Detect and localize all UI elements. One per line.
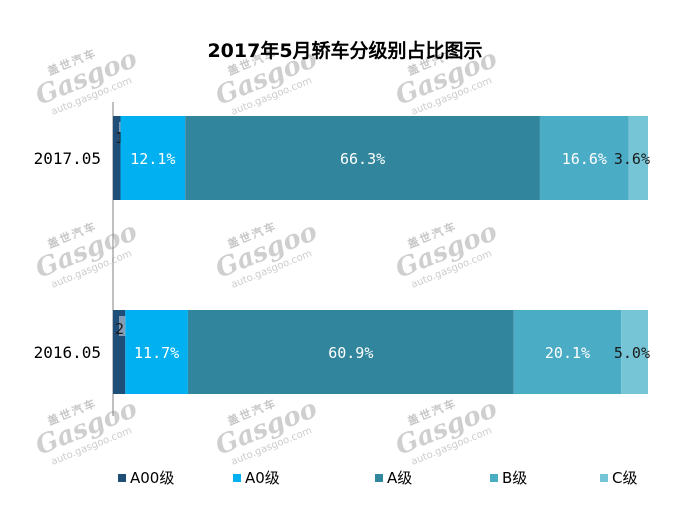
category-label: 2016.05 — [34, 343, 101, 362]
bar-segment-a0 — [120, 116, 186, 200]
bar-segment-a0 — [125, 310, 188, 394]
category-label: 2017.05 — [34, 149, 101, 168]
data-label: 12.1% — [130, 150, 175, 168]
legend: A00级 A0级 A级 B级 C级 — [118, 469, 637, 487]
legend-label: A00级 — [130, 469, 174, 487]
data-label: 60.9% — [328, 344, 373, 362]
legend-swatch — [490, 474, 498, 482]
legend-swatch — [375, 474, 383, 482]
data-label: 20.1% — [545, 344, 590, 362]
legend-label: A0级 — [245, 469, 280, 487]
chart-title: 2017年5月轿车分级别占比图示 — [207, 39, 482, 62]
legend-swatch — [233, 474, 241, 482]
legend-swatch — [118, 474, 126, 482]
legend-swatch — [600, 474, 608, 482]
legend-label: A级 — [387, 469, 412, 487]
legend-item-a: A级 — [375, 469, 412, 487]
legend-label: C级 — [612, 469, 637, 487]
bar-segment-c — [621, 310, 648, 394]
bar-segment-b — [539, 116, 629, 200]
bar-segment-a00 — [113, 116, 121, 200]
data-label: 11.7% — [134, 344, 179, 362]
data-label: 3.6% — [614, 150, 650, 168]
legend-label: B级 — [502, 469, 527, 487]
bar-segment-a — [187, 310, 514, 394]
data-label: 16.6% — [562, 150, 607, 168]
legend-item-c: C级 — [600, 469, 637, 487]
legend-item-a00: A00级 — [118, 469, 174, 487]
bar-segment-a00 — [113, 310, 126, 394]
bar-segment-b — [513, 310, 622, 394]
bar-segment-a — [185, 116, 540, 200]
data-label: 5.0% — [614, 344, 650, 362]
bars-group: 2017.051.4%12.1%66.3%16.6%3.6%2016.052.3… — [34, 116, 650, 394]
bar-segment-c — [628, 116, 648, 200]
legend-item-b: B级 — [490, 469, 527, 487]
legend-item-a0: A0级 — [233, 469, 280, 487]
data-label: 66.3% — [340, 150, 385, 168]
